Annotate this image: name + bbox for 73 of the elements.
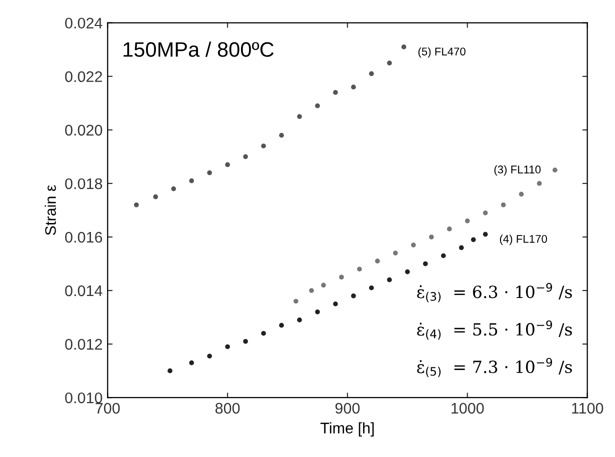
point bbox=[369, 285, 374, 290]
point bbox=[134, 202, 139, 208]
point bbox=[294, 298, 298, 304]
x-tick-label: 700 bbox=[96, 402, 120, 414]
series-label: (5) FL470 bbox=[418, 47, 466, 58]
point bbox=[333, 90, 338, 95]
point bbox=[393, 250, 398, 256]
annotation: ε̇$_{(5)}$ = 7.3 · 10$^{−9}$ /s bbox=[417, 358, 572, 378]
x-tick-label: 800 bbox=[215, 402, 240, 414]
point bbox=[243, 154, 248, 160]
series-label: (3) FL110 bbox=[494, 165, 541, 176]
point bbox=[536, 181, 542, 186]
y-axis-title: Strain ε bbox=[44, 185, 56, 236]
series-label: (4) FL170 bbox=[500, 234, 548, 246]
point bbox=[387, 277, 392, 282]
annotation: ε̇$_{(4)}$ = 5.5 · 10$^{−9}$ /s bbox=[417, 320, 572, 340]
y-tick-label: 0.014 bbox=[65, 285, 102, 296]
point bbox=[482, 210, 488, 216]
point bbox=[321, 282, 326, 288]
point bbox=[171, 186, 176, 192]
point bbox=[552, 168, 558, 172]
y-tick-label: 0.012 bbox=[65, 338, 102, 350]
point bbox=[405, 269, 410, 274]
y-tick-label: 0.024 bbox=[65, 18, 102, 29]
point bbox=[207, 170, 212, 176]
point bbox=[441, 253, 446, 258]
y-tick-label: 0.018 bbox=[65, 178, 102, 190]
point bbox=[243, 338, 248, 344]
point bbox=[315, 103, 320, 108]
point bbox=[351, 293, 356, 298]
y-tick-label: 0.022 bbox=[65, 71, 102, 82]
point bbox=[168, 368, 172, 374]
point bbox=[225, 162, 230, 168]
point bbox=[375, 258, 380, 264]
point bbox=[189, 178, 194, 184]
point bbox=[261, 330, 266, 336]
x-tick-label: 900 bbox=[335, 402, 360, 414]
point bbox=[401, 44, 406, 50]
y-tick-label: 0.016 bbox=[65, 232, 102, 243]
point bbox=[470, 237, 476, 242]
point bbox=[423, 261, 428, 266]
point bbox=[333, 302, 338, 306]
point bbox=[357, 266, 362, 272]
point bbox=[369, 71, 374, 76]
point bbox=[153, 194, 158, 200]
y-tick-label: 0.010 bbox=[65, 392, 102, 404]
point bbox=[207, 354, 212, 359]
point bbox=[189, 360, 194, 366]
point bbox=[464, 218, 470, 224]
point bbox=[518, 192, 524, 197]
point bbox=[351, 84, 356, 90]
annotation: ε̇$_{(3)}$ = 6.3 · 10$^{−9}$ /s bbox=[417, 282, 572, 302]
x-tick-label: 1100 bbox=[572, 402, 604, 414]
point bbox=[482, 232, 488, 237]
point bbox=[387, 60, 392, 66]
point bbox=[339, 274, 344, 280]
y-tick-label: 0.020 bbox=[65, 124, 102, 136]
point bbox=[297, 114, 302, 119]
point bbox=[225, 344, 230, 350]
text: 150MPa / 800ºC bbox=[124, 42, 274, 57]
point bbox=[447, 226, 452, 232]
point bbox=[261, 144, 266, 148]
point bbox=[500, 202, 506, 208]
x-tick-label: 1000 bbox=[452, 402, 484, 414]
point bbox=[315, 310, 320, 314]
point bbox=[411, 242, 416, 248]
x-axis-title: Time [h] bbox=[320, 422, 374, 436]
point bbox=[297, 318, 302, 322]
point bbox=[279, 132, 284, 138]
point bbox=[459, 245, 464, 250]
point bbox=[309, 288, 314, 293]
point bbox=[429, 234, 434, 240]
point bbox=[279, 322, 284, 328]
